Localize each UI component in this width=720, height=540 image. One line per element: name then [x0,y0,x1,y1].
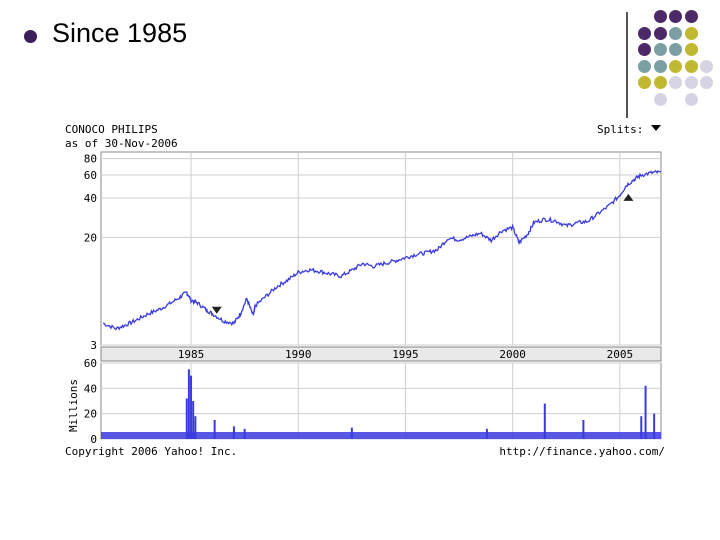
decor-dot [684,10,698,23]
split-marker-icon [623,193,634,201]
volume-plot-area [100,362,662,440]
volume-bar [190,375,193,439]
bullet-dot [24,30,37,43]
year-axis-band [100,346,662,362]
copyright-text: Copyright 2006 Yahoo! Inc. [65,445,237,458]
volume-bars [185,369,656,439]
volume-bar [187,369,190,439]
price-tick-label: 20 [84,231,97,244]
decor-dot [700,76,713,89]
decor-dot [638,76,651,89]
year-tick-label: 2000 [499,348,526,361]
volume-tick-label: 60 [84,357,97,370]
split-marker-icon [211,306,222,314]
decor-dot [669,59,682,73]
price-plot-area [100,151,662,346]
volume-bar [543,403,546,439]
decor-dot [653,76,667,89]
volume-bar [213,420,216,439]
price-grid [101,152,661,346]
volume-bar [350,427,353,439]
price-tick-label: 60 [84,169,97,182]
decor-dot [684,76,698,89]
decor-dot [684,26,698,40]
decor-dot [684,43,698,56]
decor-dot [669,26,682,40]
decor-dot [638,59,651,73]
price-tick-label: 3 [90,339,97,352]
chart-subtitle: as of 30-Nov-2006 [65,137,178,150]
decor-dot [700,59,713,73]
chart-title: CONOCO PHILIPS [65,123,158,136]
year-tick-labels: 1985 1990 1995 2000 2005 [178,348,633,361]
volume-bar [185,398,188,439]
decor-dot [684,59,698,73]
volume-tick-label: 20 [84,408,97,421]
volume-bar [582,420,585,439]
volume-bar [644,385,647,439]
volume-axis-label: Millions [67,379,80,432]
decor-divider-line [626,12,628,118]
splits-label[interactable]: Splits: [597,123,643,136]
split-markers [211,193,634,314]
decor-dot [669,43,682,56]
volume-baseline-band [101,432,661,439]
year-tick-label: 1995 [392,348,419,361]
slide-title: Since 1985 [52,18,188,48]
volume-bar [485,428,488,439]
decor-dot [653,43,667,56]
decor-dot [638,26,651,40]
decor-dot [653,59,667,73]
price-series-line [102,169,661,331]
volume-bar [194,416,197,439]
volume-tick-label: 40 [84,382,97,395]
splits-toggle-icon[interactable] [651,125,661,131]
decor-dot [669,10,682,23]
price-tick-label: 40 [84,192,97,205]
volume-bar [192,401,195,439]
decor-dot [638,43,651,56]
price-tick-label: 80 [84,153,97,166]
year-tick-label: 1990 [285,348,312,361]
decor-dot [653,10,667,23]
source-url-link[interactable]: http://finance.yahoo.com/ [499,445,665,458]
decor-dot [653,26,667,40]
year-tick-label: 1985 [178,348,205,361]
price-tick-labels: 3 20 40 60 80 [84,153,97,352]
decor-dot [653,92,667,106]
volume-bar [232,426,235,439]
volume-bar [653,413,656,439]
decor-dot [669,76,682,89]
year-tick-label: 2005 [607,348,634,361]
volume-bar [243,428,246,439]
volume-bar [640,416,643,439]
volume-tick-labels: 0 20 40 60 [84,357,97,446]
decor-dot [684,92,698,106]
volume-tick-label: 0 [90,433,97,446]
